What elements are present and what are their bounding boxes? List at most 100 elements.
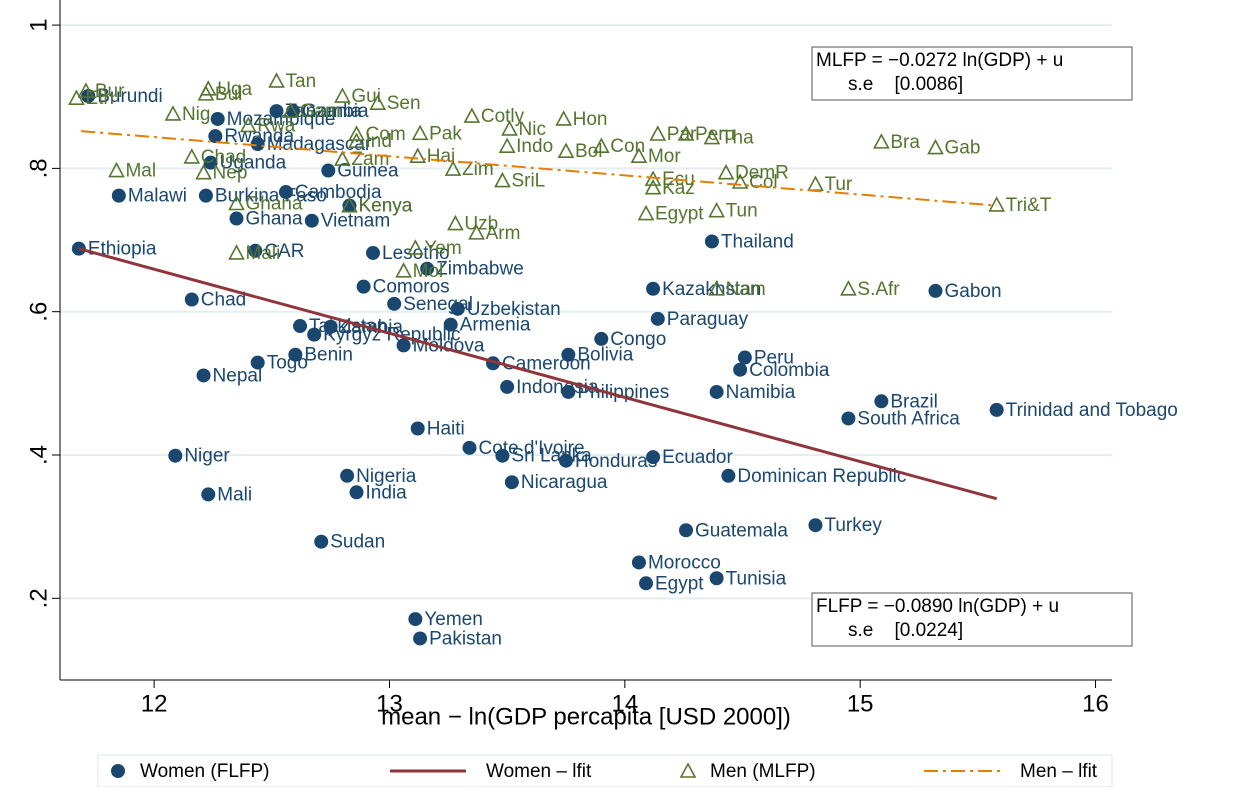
point-label: Peru — [754, 348, 794, 369]
point — [444, 160, 462, 176]
annotation-text: s.e [0.0224] — [848, 620, 963, 641]
point — [468, 224, 485, 240]
point — [840, 280, 857, 296]
point — [500, 379, 515, 394]
point-label: Bul — [215, 84, 242, 105]
point — [228, 194, 245, 211]
point — [369, 94, 387, 110]
point-label: Cambodia — [295, 182, 382, 203]
x-tick-label: 12 — [141, 690, 168, 717]
point-label: Mor — [648, 146, 681, 167]
x-tick-label: 13 — [376, 690, 403, 717]
point-label: DemR — [735, 163, 789, 184]
point-label: Mol — [413, 261, 444, 282]
point-label: Egypt — [655, 204, 704, 225]
point-label: Uzb — [464, 214, 498, 235]
point — [323, 319, 338, 334]
point — [183, 148, 201, 164]
point — [168, 448, 183, 463]
point — [348, 125, 365, 141]
point — [494, 171, 511, 188]
point — [561, 384, 576, 399]
point — [208, 129, 223, 144]
point-label: Tunisia — [726, 568, 787, 589]
point-label: Bol — [575, 141, 602, 162]
point — [928, 283, 943, 298]
point-label: Zimbabwe — [436, 259, 524, 280]
point — [321, 163, 336, 178]
point — [334, 150, 351, 166]
point — [646, 450, 661, 465]
point — [356, 279, 371, 294]
point — [988, 196, 1006, 212]
point-label: Mal — [125, 161, 156, 182]
point — [498, 137, 516, 153]
point-label: Indo — [516, 136, 553, 157]
point — [731, 173, 749, 189]
point-label: Philippines — [577, 382, 669, 403]
point-label: Uganda — [220, 153, 287, 174]
point — [989, 402, 1004, 417]
point-label: Colombia — [749, 360, 830, 381]
point-label: Thailand — [721, 231, 794, 252]
point-label: Col — [749, 172, 778, 193]
point — [708, 280, 725, 296]
y-tick-label: .4 — [25, 445, 52, 465]
point-label: Hai — [427, 146, 456, 167]
point — [81, 89, 96, 104]
point-label: Eth — [85, 88, 114, 109]
point-label: Ethiopia — [88, 239, 157, 260]
point-label: Burkina Faso — [215, 186, 327, 207]
point-label: Moldova — [413, 335, 485, 356]
point-label: Mozambique — [227, 109, 336, 130]
point-label: Uga — [217, 79, 252, 100]
point — [268, 72, 285, 88]
point — [594, 331, 609, 346]
point-label: Arm — [486, 223, 521, 244]
point-label: Pak — [429, 123, 462, 144]
point-label: Bolivia — [577, 345, 633, 366]
point-label: Honduras — [575, 451, 657, 472]
point — [721, 468, 736, 483]
point-label: Trinidad and Tobago — [1006, 400, 1178, 421]
point-label: Mali — [246, 243, 281, 264]
point — [679, 523, 694, 538]
point-label: Brazil — [890, 391, 938, 412]
point — [77, 82, 95, 98]
point — [409, 147, 427, 164]
y-tick-label: .6 — [25, 302, 52, 322]
point — [196, 368, 211, 383]
point — [709, 571, 724, 586]
point — [557, 142, 575, 158]
point — [288, 347, 303, 362]
point-label: Bur — [95, 81, 125, 102]
point-label: Nep — [213, 163, 248, 184]
point-label: Niger — [184, 446, 230, 467]
point — [649, 125, 667, 141]
point — [108, 161, 125, 178]
point — [250, 137, 265, 152]
point — [164, 105, 182, 121]
point — [874, 394, 889, 409]
y-tick-label: 1 — [25, 18, 52, 31]
point-label: Peru — [695, 124, 735, 145]
point-label: Mali — [217, 484, 252, 505]
point-label: Comoros — [373, 277, 450, 298]
point-label: Com — [366, 124, 406, 145]
point — [737, 350, 752, 365]
point — [873, 133, 890, 149]
point — [677, 125, 695, 141]
point-label: Tanzania — [286, 101, 362, 122]
point — [387, 296, 402, 311]
point — [637, 204, 655, 221]
point — [396, 338, 411, 353]
x-tick-label: 15 — [847, 690, 874, 717]
point-label: Indonesia — [516, 377, 599, 398]
point-label: Ghana — [246, 194, 303, 215]
point-label: Sen — [387, 93, 421, 114]
x-tick-label: 14 — [611, 690, 638, 717]
point — [278, 185, 293, 200]
annotation-box — [811, 46, 1133, 101]
annotation-box — [811, 592, 1133, 647]
